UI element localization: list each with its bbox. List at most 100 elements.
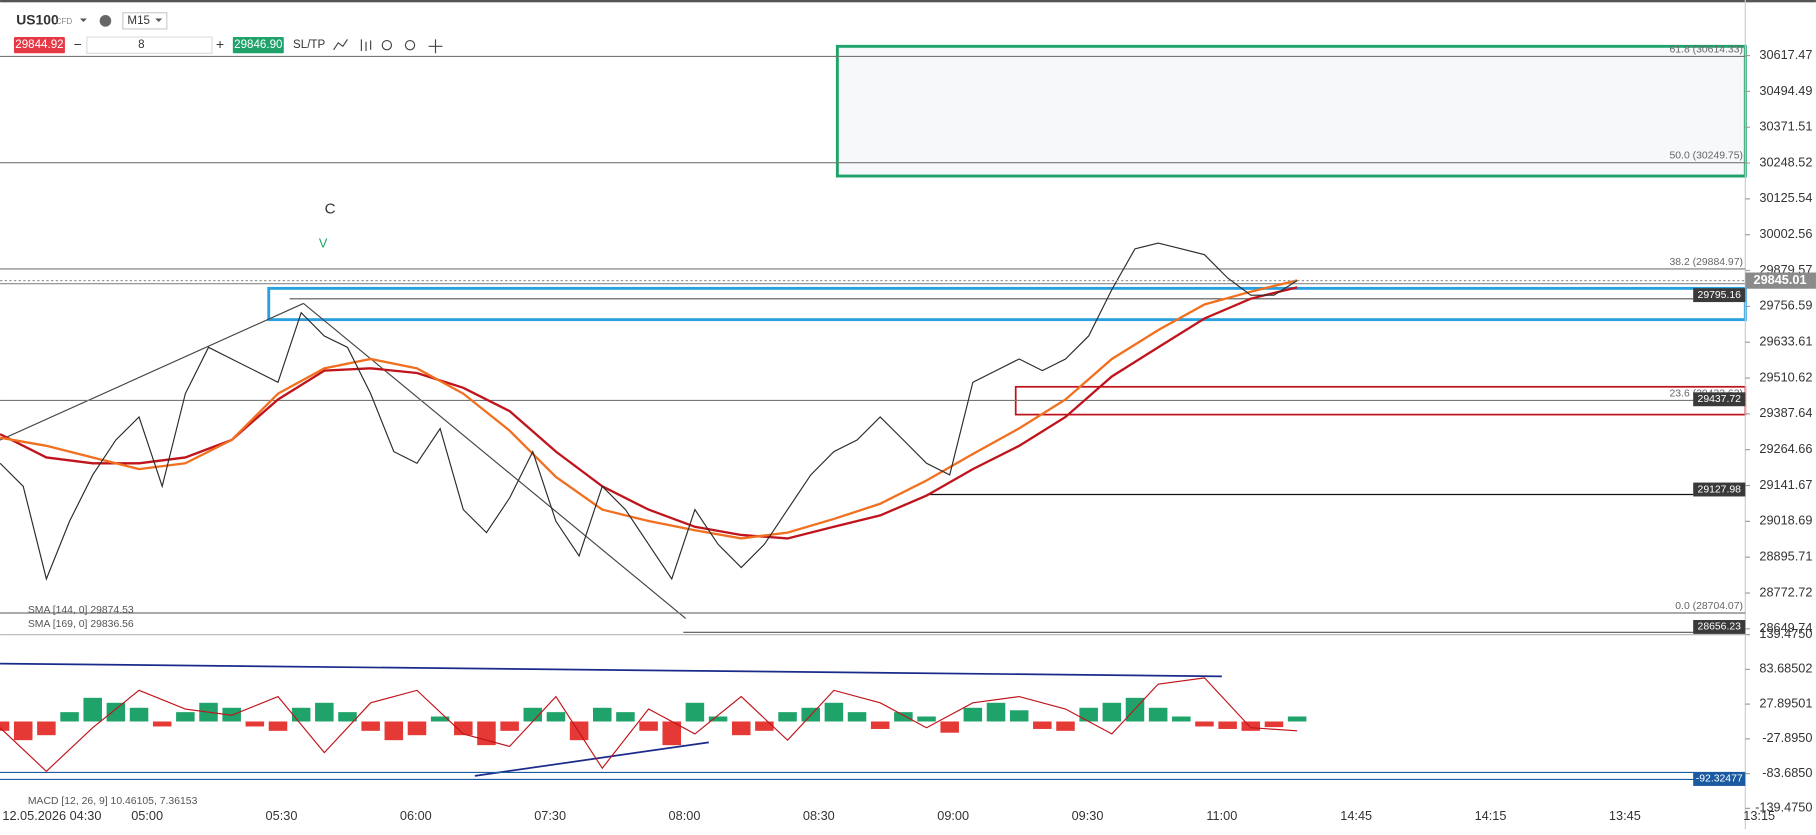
minus[interactable]: − [74, 36, 82, 52]
y-tick-label: 83.68502 [1759, 661, 1812, 676]
info-icon[interactable] [99, 15, 112, 27]
price-label: 29437.72 [1698, 394, 1742, 405]
macd-bar [593, 707, 612, 722]
macd-bar [870, 721, 890, 729]
y-tick-label: -139.4750 [1755, 800, 1812, 815]
quantity[interactable]: 8 [138, 39, 144, 51]
dropdown-icon [155, 18, 163, 23]
macd-bar [407, 721, 427, 736]
y-tick-label: 30371.51 [1759, 119, 1812, 134]
x-tick-label: 12.05.2026 04:30 [2, 808, 101, 823]
dropdown-icon[interactable] [79, 18, 87, 23]
fib-label: 38.2 (29884.97) [1669, 257, 1742, 268]
y-tick-label: 29018.69 [1759, 513, 1812, 528]
symbol: US100 [16, 12, 59, 28]
indicator-legend: MACD [12, 26, 9] 10.46105, 7.36153 [28, 796, 198, 807]
y-tick-label: 29264.66 [1759, 441, 1812, 456]
macd-bar [268, 721, 288, 731]
macd-bar [1172, 716, 1191, 722]
top-border [0, 0, 1816, 3]
y-tick-label: 30248.52 [1759, 154, 1812, 169]
line-tool-icon[interactable] [333, 39, 348, 51]
wave-label: V [319, 236, 328, 251]
y-tick-label: 27.89501 [1759, 695, 1812, 710]
macd-bar [1148, 707, 1168, 722]
price-label-box [1693, 482, 1746, 497]
macd-bar [338, 712, 357, 722]
macd-bar [1218, 721, 1237, 729]
price-label-box [1693, 288, 1746, 303]
macd-bar [245, 721, 265, 727]
macd-bar [616, 712, 635, 722]
macd-bar [894, 712, 913, 722]
macd-bar [685, 702, 705, 722]
macd-bar [1079, 707, 1098, 722]
macd-bar [847, 712, 867, 722]
y-tick-label: 29756.59 [1759, 298, 1812, 313]
sltp[interactable]: SL/TP [293, 39, 325, 51]
price-label: 29795.16 [1698, 290, 1742, 301]
macd-bar [963, 707, 983, 722]
y-tick-label: 30125.54 [1759, 190, 1812, 205]
buy-price[interactable]: 29846.90 [234, 39, 282, 51]
y-tick-label: 30494.49 [1759, 83, 1812, 98]
macd-bar [639, 721, 658, 731]
x-tick-label: 06:00 [400, 808, 432, 823]
candle-tool-icon[interactable] [360, 39, 372, 51]
macd-bar [384, 721, 404, 741]
quantity-box[interactable] [86, 36, 213, 54]
macd-bar [37, 721, 56, 736]
macd-bar [430, 716, 450, 722]
macd-bar [0, 721, 10, 731]
current-price: 29845.01 [1754, 272, 1807, 287]
fib-label: 61.8 (30614.33) [1669, 44, 1742, 55]
buy-button[interactable] [232, 37, 284, 54]
macd-bar [708, 716, 728, 722]
macd-bar [569, 721, 589, 741]
macd-bar [986, 702, 1006, 722]
zoom-in-icon[interactable] [404, 39, 416, 51]
macd-bar [1195, 721, 1214, 727]
macd-bar [523, 707, 543, 722]
y-tick-label: -83.6850 [1762, 765, 1812, 780]
trend-line [474, 741, 709, 777]
timeframe[interactable]: M15 [127, 15, 150, 27]
macd-bar [917, 716, 936, 722]
macd-bar [1287, 716, 1307, 722]
wave-label: C [325, 201, 336, 218]
x-tick-label: 11:00 [1206, 808, 1237, 823]
price-line [0, 242, 1298, 581]
macd-bar [1033, 721, 1052, 729]
y-tick-label: 29387.64 [1759, 405, 1812, 420]
x-tick-label: 14:15 [1475, 808, 1507, 823]
y-tick-label: 28649.74 [1759, 620, 1812, 635]
y-tick-label: 28895.71 [1759, 549, 1812, 564]
y-tick-label: 29141.67 [1759, 477, 1812, 492]
y-tick-label: 29633.61 [1759, 334, 1812, 349]
plus[interactable]: + [216, 36, 224, 52]
sell-price[interactable]: 29844.92 [15, 39, 63, 51]
sma-line [0, 279, 1298, 540]
timeframe-box[interactable] [122, 12, 168, 30]
indicator-legend: SMA [144, 0] 29874.53 [28, 605, 134, 616]
macd-bar [454, 721, 473, 736]
x-tick-label: 08:00 [669, 808, 701, 823]
macd-bar [1009, 710, 1029, 722]
x-tick-label: 09:30 [1072, 808, 1104, 823]
y-tick-label: 29510.62 [1759, 369, 1812, 384]
macd-bar [731, 721, 751, 736]
sell-button[interactable] [13, 37, 65, 54]
zoom-out-icon[interactable] [381, 39, 393, 51]
macd-bar [13, 721, 33, 741]
macd-bar [500, 721, 519, 731]
macd-label-box [1693, 772, 1746, 786]
crosshair-icon[interactable] [428, 39, 443, 54]
macd-bar [315, 702, 334, 722]
x-tick-label: 07:30 [534, 808, 566, 823]
macd-bar [755, 721, 774, 731]
x-tick-label: 14:45 [1340, 808, 1372, 823]
macd-bar [129, 707, 149, 722]
x-tick-label: 05:00 [131, 808, 163, 823]
macd-bar [546, 712, 566, 722]
